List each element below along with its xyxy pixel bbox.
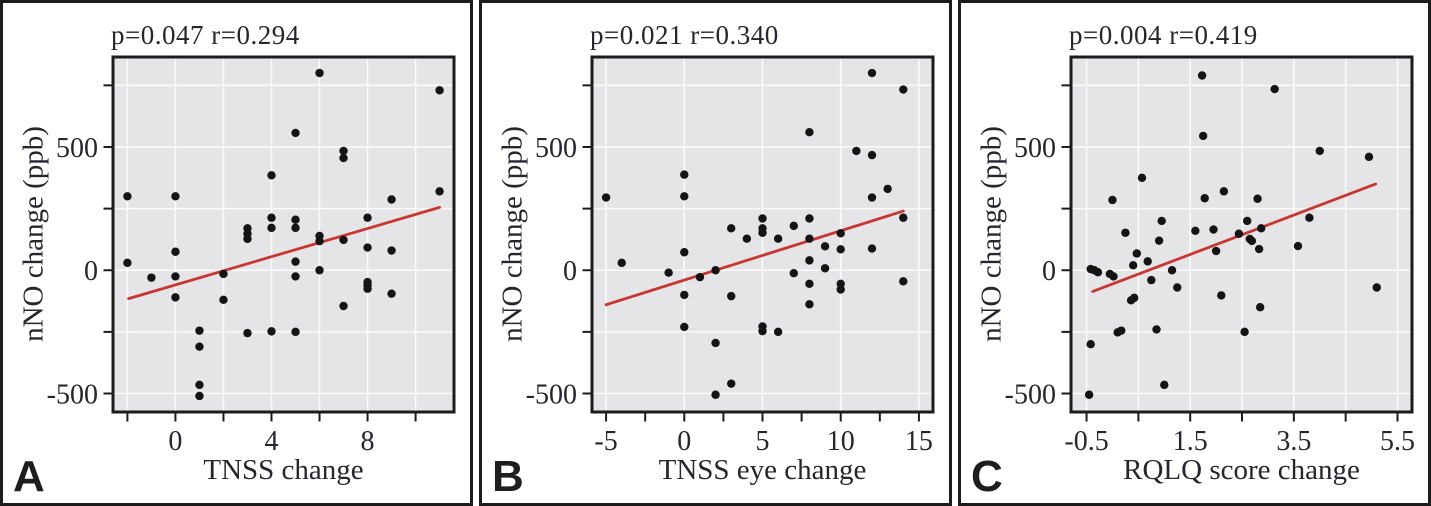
panel-b-stats-title: p=0.021 r=0.340 [590,20,779,50]
panel-a-y-axis-label: nNO change (ppb) [17,126,50,342]
svg-text:0: 0 [84,256,98,287]
figure-panel-b: p=0.021 r=0.340 -5 0 5 10 15 500 0 -500 nNO cha… [479,0,952,506]
svg-text:15: 15 [905,426,933,457]
svg-text:-500: -500 [526,380,577,411]
panel-a-letter: A [13,452,45,501]
panel-c-x-axis-label: RQLQ score change [1123,454,1360,486]
svg-text:-5: -5 [594,426,617,457]
svg-text:3.5: 3.5 [1276,426,1311,457]
panel-c-stats-title: p=0.004 r=0.419 [1069,20,1258,50]
panel-b-scatter-plot: -5 0 5 10 15 500 0 -500 [526,55,935,457]
svg-text:4: 4 [264,426,278,457]
figure-panel-a: p=0.047 r=0.294 0 4 8 500 0 -500 nNO change (… [0,0,473,506]
svg-text:0: 0 [1042,256,1056,287]
svg-text:0: 0 [168,426,182,457]
svg-text:-500: -500 [1005,380,1056,411]
svg-text:5.5: 5.5 [1380,426,1415,457]
panel-b-y-axis-label: nNO change (ppb) [496,126,529,342]
svg-text:5: 5 [756,426,770,457]
panel-a-stats-title: p=0.047 r=0.294 [111,20,300,50]
svg-text:-0.5: -0.5 [1064,426,1108,457]
svg-text:10: 10 [827,426,855,457]
svg-text:500: 500 [56,133,98,164]
panel-a-x-axis-label: TNSS change [203,454,364,486]
figure-panel-c: p=0.004 r=0.419 -0.5 1.5 3.5 5.5 500 0 -500 nN… [958,0,1431,506]
svg-text:1.5: 1.5 [1173,426,1208,457]
svg-text:0: 0 [677,426,691,457]
panel-b-letter: B [492,452,524,501]
panel-b-x-axis-label: TNSS eye change [658,454,867,486]
svg-text:-500: -500 [47,380,98,411]
svg-text:0: 0 [563,256,577,287]
panel-c-scatter-plot: -0.5 1.5 3.5 5.5 500 0 -500 [1005,55,1415,457]
svg-text:500: 500 [535,133,577,164]
panel-c-letter: C [971,452,1003,501]
panel-c-y-axis-label: nNO change (ppb) [975,126,1008,342]
svg-text:8: 8 [361,426,375,457]
svg-text:500: 500 [1014,133,1056,164]
panel-a-scatter-plot: 0 4 8 500 0 -500 [47,55,456,457]
